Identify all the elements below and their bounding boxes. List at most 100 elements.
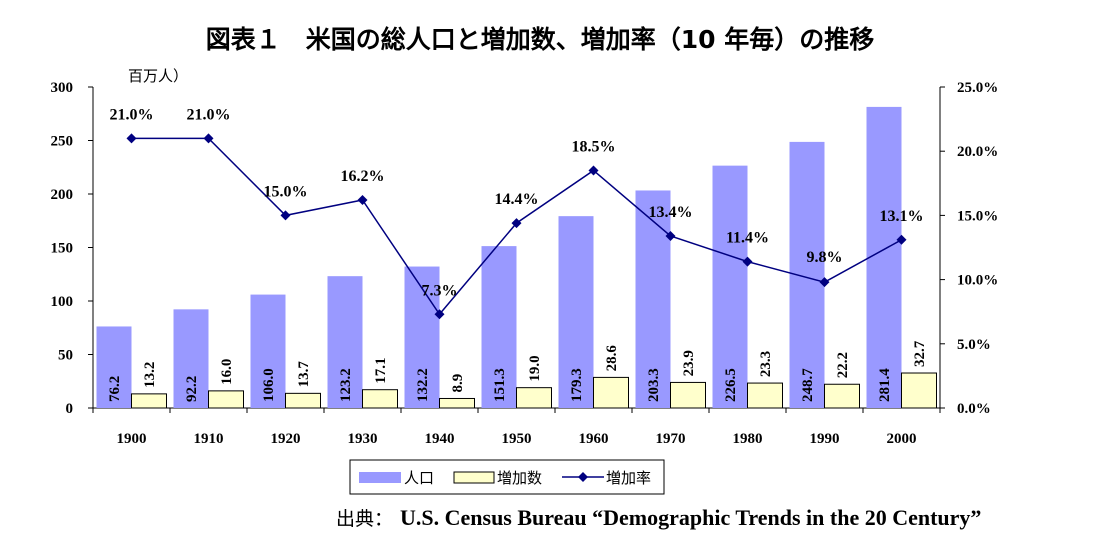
legend-swatch-increase <box>453 471 495 484</box>
rate-marker <box>126 133 137 144</box>
x-tick-label: 1900 <box>117 431 147 447</box>
source-text: U.S. Census Bureau “Demographic Trends i… <box>400 505 981 530</box>
increase-bar <box>670 381 706 409</box>
rate-value-label: 9.8% <box>807 249 843 266</box>
population-value-label: 123.2 <box>338 368 354 402</box>
x-tick-label: 1920 <box>271 431 301 447</box>
increase-bar <box>516 387 552 409</box>
increase-value-label: 28.6 <box>604 345 620 372</box>
rate-marker <box>511 218 522 229</box>
population-bar <box>250 294 286 408</box>
right-tick-label: 0.0% <box>957 401 991 417</box>
population-value-label: 76.2 <box>107 376 123 402</box>
population-bar <box>558 216 594 408</box>
x-tick-label: 1930 <box>348 431 378 447</box>
legend: 人口 増加数 増加率 <box>349 459 665 495</box>
rate-marker <box>357 194 368 205</box>
right-tick-label: 20.0% <box>957 144 998 160</box>
x-tick-label: 1980 <box>733 431 763 447</box>
right-tick-label: 5.0% <box>957 337 991 353</box>
rate-value-label: 13.4% <box>649 204 693 221</box>
increase-bar <box>362 389 398 409</box>
plot-area: 0 50 100 150 200 250 300 0.0% 5.0% 10.0% 15.0% 20.0… <box>51 67 999 447</box>
increase-value-label: 8.9 <box>450 374 466 393</box>
x-tick-label: 1910 <box>194 431 224 447</box>
x-tick-label: 1940 <box>425 431 455 447</box>
source-note: 出典： U.S. Census Bureau “Demographic Tren… <box>336 505 981 530</box>
left-tick-label: 150 <box>51 241 74 257</box>
x-tick-label: 1990 <box>810 431 840 447</box>
population-value-label: 106.0 <box>261 368 277 402</box>
population-value-label: 248.7 <box>800 368 816 402</box>
increase-value-label: 13.7 <box>296 361 312 388</box>
rate-marker <box>280 210 291 221</box>
rate-marker <box>203 133 214 144</box>
left-tick-label: 100 <box>51 294 74 310</box>
left-tick-label: 250 <box>51 134 74 150</box>
rate-marker <box>665 230 676 241</box>
increase-bar <box>439 397 475 409</box>
population-value-label: 151.3 <box>492 368 508 402</box>
rate-value-label: 16.2% <box>341 168 385 185</box>
legend-swatch-population <box>359 472 401 483</box>
population-bar <box>327 276 363 408</box>
source-prefix: 出典： <box>336 508 393 530</box>
increase-bar <box>901 372 937 409</box>
population-bar <box>866 106 902 408</box>
increase-value-label: 13.2 <box>142 362 158 388</box>
left-tick-label: 200 <box>51 187 74 203</box>
population-bar <box>635 190 671 408</box>
rate-value-label: 15.0% <box>264 183 308 200</box>
right-tick-label: 25.0% <box>957 80 998 96</box>
population-value-label: 203.3 <box>646 368 662 402</box>
increase-bar <box>208 390 244 409</box>
legend-swatch-rate-marker <box>578 472 588 482</box>
x-tick-label: 1960 <box>579 431 609 447</box>
rate-value-label: 7.3% <box>422 282 458 299</box>
population-bar <box>173 309 209 408</box>
x-tick-label: 1950 <box>502 431 532 447</box>
population-bar <box>481 246 517 408</box>
population-bar <box>96 326 132 408</box>
increase-value-label: 23.3 <box>758 351 774 377</box>
legend-label-population: 人口 <box>404 469 434 487</box>
population-value-label: 226.5 <box>723 368 739 402</box>
population-value-label: 92.2 <box>184 376 200 402</box>
population-bar <box>404 266 440 408</box>
increase-value-label: 22.2 <box>835 352 851 378</box>
population-value-label: 132.2 <box>415 368 431 402</box>
rate-value-label: 14.4% <box>495 191 539 208</box>
rate-value-label: 13.1% <box>880 208 924 225</box>
population-value-label: 179.3 <box>569 368 585 402</box>
increase-value-label: 16.0 <box>219 359 235 385</box>
rate-marker <box>896 234 907 245</box>
increase-bar <box>593 376 629 409</box>
increase-bar <box>824 383 860 409</box>
legend-label-rate: 増加率 <box>606 469 651 487</box>
rate-marker <box>588 165 599 176</box>
increase-value-label: 32.7 <box>912 340 928 367</box>
population-value-label: 281.4 <box>877 368 893 402</box>
left-tick-label: 50 <box>58 348 73 364</box>
legend-label-increase: 増加数 <box>497 469 542 487</box>
left-tick-label: 0 <box>66 401 74 417</box>
rate-marker <box>434 309 445 320</box>
left-axis-unit: 百万人） <box>128 67 188 85</box>
legend-box <box>349 459 665 495</box>
right-tick-label: 10.0% <box>957 273 998 289</box>
increase-value-label: 23.9 <box>681 350 697 376</box>
rate-value-label: 21.0% <box>110 106 154 123</box>
rate-value-label: 21.0% <box>187 106 231 123</box>
increase-bar <box>747 382 783 409</box>
increase-value-label: 17.1 <box>373 357 389 383</box>
x-tick-label: 2000 <box>887 431 917 447</box>
left-tick-label: 300 <box>51 80 74 96</box>
increase-value-label: 19.0 <box>527 355 543 381</box>
rate-value-label: 18.5% <box>572 138 616 155</box>
rate-marker <box>819 277 830 288</box>
population-bar <box>712 165 748 408</box>
right-tick-label: 15.0% <box>957 208 998 224</box>
increase-bar <box>131 393 167 409</box>
x-tick-label: 1970 <box>656 431 686 447</box>
